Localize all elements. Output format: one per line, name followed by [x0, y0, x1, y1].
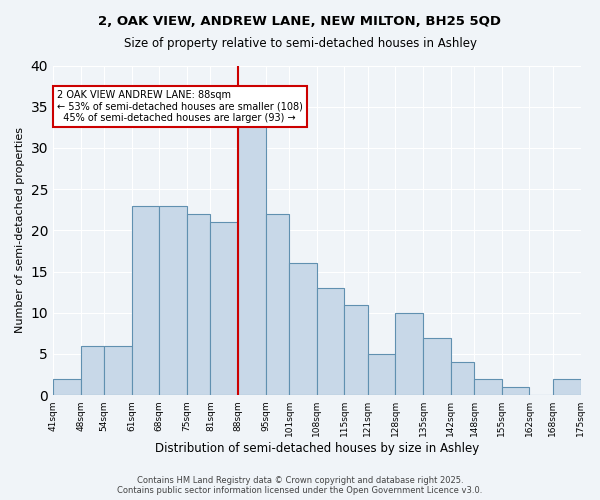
Bar	[211, 222, 238, 395]
Bar	[395, 313, 423, 395]
Y-axis label: Number of semi-detached properties: Number of semi-detached properties	[15, 128, 25, 334]
Bar	[289, 264, 317, 395]
Bar	[160, 206, 187, 395]
Bar	[451, 362, 474, 395]
Bar	[317, 288, 344, 395]
Bar	[553, 378, 581, 395]
Text: 2, OAK VIEW, ANDREW LANE, NEW MILTON, BH25 5QD: 2, OAK VIEW, ANDREW LANE, NEW MILTON, BH…	[98, 15, 502, 28]
Bar	[368, 354, 395, 395]
Bar	[423, 338, 451, 395]
Bar	[238, 123, 266, 395]
Bar	[80, 346, 104, 395]
Bar	[344, 304, 368, 395]
Bar	[474, 378, 502, 395]
Text: Size of property relative to semi-detached houses in Ashley: Size of property relative to semi-detach…	[124, 38, 476, 51]
Text: 2 OAK VIEW ANDREW LANE: 88sqm
← 53% of semi-detached houses are smaller (108)
  : 2 OAK VIEW ANDREW LANE: 88sqm ← 53% of s…	[57, 90, 303, 124]
Bar	[53, 378, 80, 395]
Text: Contains HM Land Registry data © Crown copyright and database right 2025.
Contai: Contains HM Land Registry data © Crown c…	[118, 476, 482, 495]
Bar	[187, 214, 211, 395]
Bar	[502, 387, 529, 395]
Bar	[104, 346, 132, 395]
X-axis label: Distribution of semi-detached houses by size in Ashley: Distribution of semi-detached houses by …	[155, 442, 479, 455]
Bar	[266, 214, 289, 395]
Bar	[132, 206, 160, 395]
